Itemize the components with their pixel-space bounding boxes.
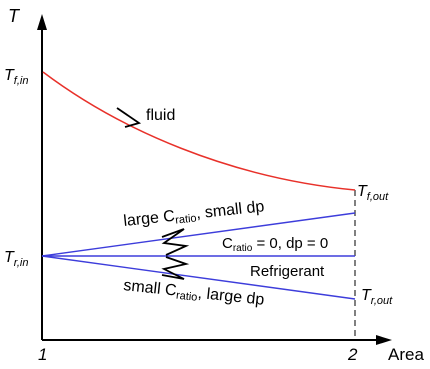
upper-zigzag-marker xyxy=(161,228,190,256)
fluid-label: fluid xyxy=(146,107,175,124)
x-tick-2: 2 xyxy=(347,345,358,364)
middle-line-label: Cratio = 0, dp = 0 xyxy=(222,235,328,254)
x-axis-label: Area xyxy=(388,345,424,364)
fluid-flow-arrow xyxy=(116,107,142,128)
fluid-outlet-temperature-label: Tf,out xyxy=(357,183,389,203)
y-axis-arrow xyxy=(37,14,47,30)
lower-line-label: small Cratio, large dp xyxy=(122,277,265,311)
x-axis-arrow xyxy=(376,335,392,345)
x-tick-1: 1 xyxy=(38,345,47,364)
refrigerant-label: Refrigerant xyxy=(250,263,325,280)
lower-zigzag-marker xyxy=(161,256,190,280)
upper-line-label: large Cratio, small dp xyxy=(123,198,266,232)
axes xyxy=(37,14,392,345)
refrigerant-inlet-temperature-label: Tr,in xyxy=(4,249,28,269)
refrigerant-lines xyxy=(41,212,356,300)
upper-refrigerant-line xyxy=(41,212,356,257)
lower-refrigerant-line xyxy=(41,255,356,300)
fluid-temperature-curve xyxy=(42,71,356,191)
fluid-inlet-temperature-label: Tf,in xyxy=(4,67,28,87)
y-axis-label: T xyxy=(8,6,21,26)
refrigerant-outlet-temperature-label: Tr,out xyxy=(361,287,393,307)
